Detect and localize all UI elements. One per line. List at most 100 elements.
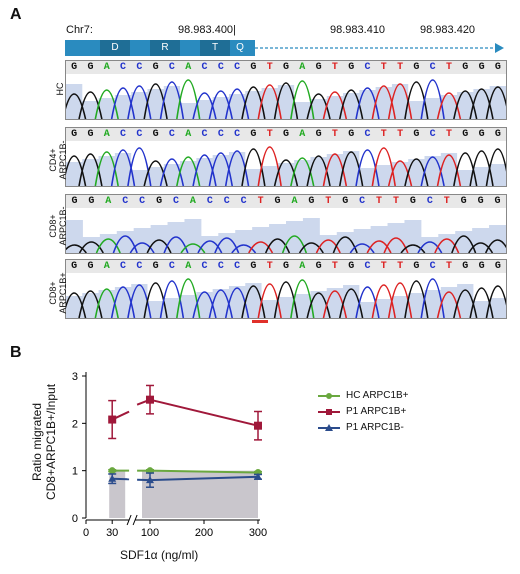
- trace-peak: [192, 291, 217, 318]
- trace-peak: [400, 244, 426, 253]
- base-call: T: [325, 196, 332, 207]
- base-call: G: [348, 261, 355, 272]
- base-call: G: [478, 261, 485, 272]
- trace-peak: [387, 282, 413, 318]
- base-call: C: [364, 261, 371, 272]
- series-line: [149, 469, 259, 474]
- base-call: G: [250, 129, 257, 140]
- base-call: G: [348, 129, 355, 140]
- chromatogram: [66, 278, 506, 318]
- x-axis-title: SDF1α (ng/ml): [120, 548, 199, 562]
- quality-band: [66, 151, 506, 186]
- trace-peak: [127, 284, 152, 318]
- trace-peak: [349, 243, 375, 253]
- base-call: G: [71, 62, 78, 73]
- trace-peak: [159, 81, 185, 119]
- base-call: T: [380, 261, 387, 272]
- chromatogram: [66, 218, 506, 253]
- legend-label: P1 ARPC1B-: [346, 422, 404, 433]
- trace-peak: [436, 154, 462, 186]
- trace-peak: [241, 285, 266, 318]
- data-point: [108, 415, 117, 424]
- base-call: T: [266, 62, 273, 73]
- base-call: C: [168, 129, 175, 140]
- trace-peak: [66, 292, 87, 318]
- trace-peak: [257, 283, 282, 318]
- trace-peak: [436, 291, 462, 318]
- trace-peak: [485, 285, 506, 318]
- trace-peak: [434, 238, 460, 253]
- base-call: A: [103, 62, 110, 73]
- y-tick-label: 1: [72, 466, 78, 478]
- trace-peak: [469, 287, 494, 318]
- trace-peak: [436, 92, 462, 119]
- base-call: G: [342, 196, 349, 207]
- base-call: G: [477, 196, 484, 207]
- base-call: C: [364, 62, 371, 73]
- base-call: G: [315, 62, 322, 73]
- base-call: T: [257, 196, 264, 207]
- trace-peak: [273, 159, 299, 186]
- series-line: [149, 398, 259, 427]
- trace-peak: [110, 149, 136, 186]
- trace-peak: [484, 239, 506, 253]
- base-call: C: [120, 62, 127, 73]
- x-tick-label: 200: [195, 527, 213, 539]
- base-call: T: [380, 129, 387, 140]
- trace-peak: [257, 84, 282, 119]
- chromatogram: [66, 79, 506, 119]
- trace-peak: [78, 91, 103, 119]
- trace-peak: [322, 153, 348, 186]
- quality-band: [66, 84, 506, 119]
- base-call: T: [443, 196, 450, 207]
- base-call: C: [429, 62, 436, 73]
- trace-peak: [371, 284, 396, 318]
- trace-peak: [322, 91, 348, 119]
- base-call: G: [348, 62, 355, 73]
- base-call: C: [234, 62, 241, 73]
- y-tick-label: 3: [72, 371, 78, 383]
- legend-label: P1 ARPC1B+: [346, 406, 407, 417]
- base-call: C: [217, 62, 224, 73]
- base-call: G: [283, 129, 290, 140]
- base-call: A: [299, 62, 306, 73]
- trace-peak: [306, 292, 331, 318]
- base-call: C: [136, 129, 143, 140]
- protein-aa-1: D: [100, 40, 130, 56]
- trace-peak: [66, 155, 87, 186]
- base-call: G: [88, 196, 95, 207]
- legend-hc-arpc1b-pos: HC ARPC1B+: [318, 390, 409, 401]
- trace-peak: [78, 153, 103, 186]
- x-tick-label: 300: [249, 527, 267, 539]
- axis-break: [129, 516, 136, 524]
- base-call: G: [274, 196, 281, 207]
- trace-peak: [159, 280, 185, 318]
- base-call: G: [413, 62, 420, 73]
- trace-peak: [322, 290, 348, 318]
- trace-peak: [94, 151, 119, 186]
- base-call: A: [103, 129, 110, 140]
- trace-peak: [371, 85, 396, 119]
- base-call: C: [168, 261, 175, 272]
- trace-peak: [404, 158, 429, 186]
- base-call: G: [462, 62, 469, 73]
- base-call: A: [185, 261, 192, 272]
- base-call: C: [120, 129, 127, 140]
- trace-peak: [420, 156, 445, 186]
- base-call: T: [376, 196, 383, 207]
- coord-label-3: 98.983.420: [420, 24, 476, 36]
- base-call: T: [266, 261, 273, 272]
- base-call: C: [120, 261, 127, 272]
- trace-peak: [208, 90, 234, 119]
- data-point: [108, 467, 116, 475]
- trace-peak: [163, 236, 189, 253]
- coord-label-2: 98.983.410: [330, 24, 386, 36]
- trace-peak: [241, 86, 266, 119]
- base-call: T: [445, 62, 452, 73]
- axis-break-mark: [132, 514, 138, 526]
- quality-band: [66, 218, 506, 253]
- base-call: G: [478, 62, 485, 73]
